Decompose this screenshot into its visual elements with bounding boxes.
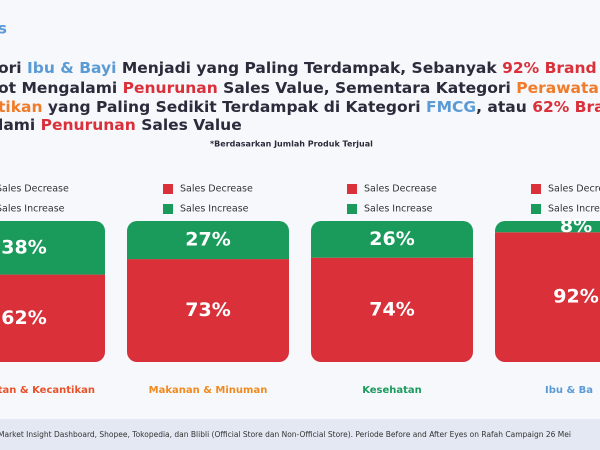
value-label: 73% [185,299,230,321]
note: *Berdasarkan Jumlah Produk Terjual [210,140,373,149]
title-segment: , atau [476,98,532,116]
value-label: 62% [1,307,46,329]
bar-segment [0,274,105,362]
title-segment: tikan [0,98,43,116]
bar-segment [127,259,289,362]
title-segment: lami [0,116,41,134]
title-segment: Perawatan [516,79,600,97]
footer: Market Insight Dashboard, Shopee, Tokope… [0,430,571,439]
legend-label: Sales Increase [0,204,65,215]
title-segment: ori [0,59,27,77]
bar-segment [495,232,600,362]
title-segment: y [597,59,600,77]
value-label: 26% [369,228,414,250]
bar-group [495,221,600,362]
legend-swatch [531,204,541,214]
title-segment: Penurunan [41,116,136,134]
title-segment: FMCG [426,98,476,116]
legend-swatch [531,184,541,194]
value-label: 27% [185,229,230,251]
legend-label: Sales Increase [548,204,600,215]
title-segment: Ibu & Bayi [27,59,116,77]
title-segment: Sales Value [136,116,242,134]
title-line: ori Ibu & Bayi Menjadi yang Paling Terda… [0,59,600,77]
bar-segment [127,221,289,260]
legend-swatch [347,184,357,194]
legend-swatch [347,204,357,214]
value-label: 74% [369,298,414,320]
legend-label: Sales Decrease [548,184,600,195]
bar-segment [0,221,105,275]
legend-swatch [163,184,173,194]
legend-label: Sales Increase [364,204,433,215]
bar-segment [495,221,600,233]
bar-group [127,221,289,362]
title-line: tikan yang Paling Sedikit Terdampak di K… [0,98,600,116]
category-label: Makanan & Minuman [149,385,268,396]
title-segment: Menjadi yang Paling Terdampak, Sebanyak [116,59,502,77]
legend-label: Sales Decrease [364,184,437,195]
footer-bar [0,419,600,450]
title-segment: yang Paling Sedikit Terdampak di Kategor… [43,98,426,116]
legend-label: Sales Increase [180,204,249,215]
category-label: tan & Kecantikan [0,385,95,396]
category-label: Ibu & Ba [545,385,593,396]
title-segment: Sales Value, Sementara Kategori [218,79,516,97]
bar-group [0,221,105,362]
title-segment: ot Mengalami [0,79,123,97]
legend-label: Sales Decrease [180,184,253,195]
category-label: Kesehatan [362,385,422,396]
title-segment: 62% Brand [532,98,600,116]
bar-segment [311,257,473,362]
title-segment: Penurunan [123,79,218,97]
bar-segment [311,221,473,258]
title-line: lami Penurunan Sales Value [0,116,242,134]
value-label: 38% [1,236,46,258]
logo: s [0,20,7,38]
value-label: 8% [560,215,592,237]
title-segment: 92% Brand [502,59,597,77]
legend-label: Sales Decrease [0,184,69,195]
value-label: 92% [553,286,598,308]
title-line: ot Mengalami Penurunan Sales Value, Seme… [0,79,600,97]
bar-group [311,221,473,362]
legend-swatch [163,204,173,214]
